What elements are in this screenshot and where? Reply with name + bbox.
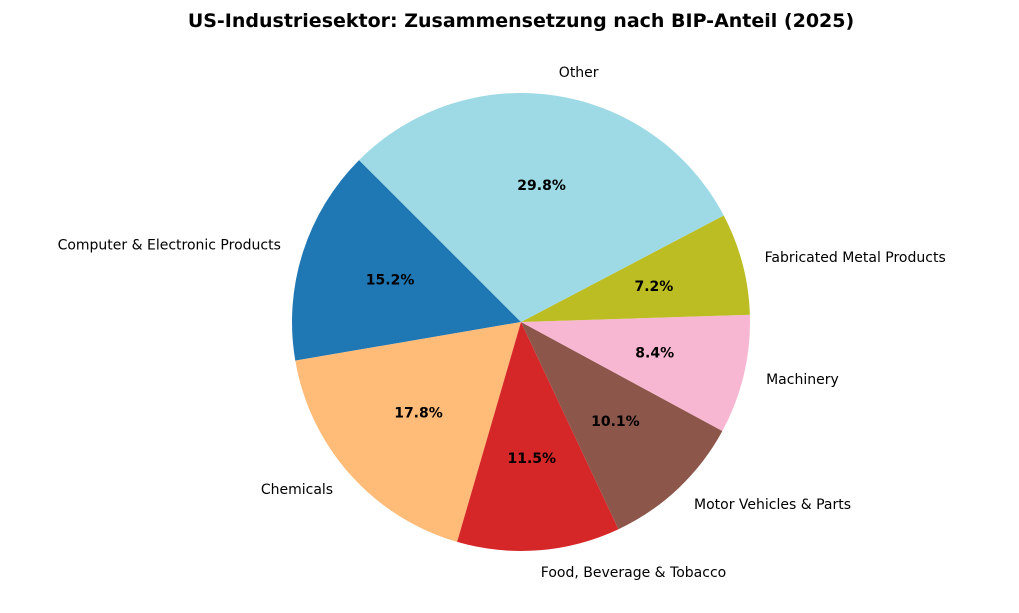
pct-label-machinery: 8.4%	[635, 346, 674, 362]
slice-label-chemicals: Chemicals	[261, 482, 333, 498]
pie-slice-food-beverage-tobacco	[457, 322, 619, 552]
pie-slice-motor-vehicles-parts	[521, 322, 723, 530]
pie-slices	[292, 92, 751, 552]
pie-slice-fabricated-metal-products	[521, 215, 750, 322]
slice-label-fabricated-metal-products: Fabricated Metal Products	[765, 250, 946, 266]
slice-label-food-beverage-tobacco: Food, Beverage & Tobacco	[541, 565, 726, 581]
pct-label-computer-electronic-products: 15.2%	[366, 272, 415, 288]
pct-label-other: 29.8%	[517, 178, 566, 194]
slice-label-computer-electronic-products: Computer & Electronic Products	[58, 238, 281, 254]
pct-label-fabricated-metal-products: 7.2%	[634, 279, 673, 295]
pie-slice-computer-electronic-products	[292, 160, 521, 361]
pie-slice-other	[359, 92, 724, 322]
slice-label-other: Other	[559, 65, 599, 81]
pie-slice-machinery	[521, 314, 751, 432]
pct-label-chemicals: 17.8%	[394, 406, 443, 422]
pie-labels: 15.2% Computer & Electronic Products 17.8%…	[58, 65, 946, 581]
pie-slice-chemicals	[295, 322, 521, 542]
pct-label-motor-vehicles-parts: 10.1%	[591, 414, 640, 430]
pct-label-food-beverage-tobacco: 11.5%	[508, 451, 557, 467]
slice-label-motor-vehicles-parts: Motor Vehicles & Parts	[694, 497, 851, 513]
chart-title: US-Industriesektor: Zusammensetzung nach…	[188, 10, 854, 32]
slice-label-machinery: Machinery	[766, 372, 839, 388]
